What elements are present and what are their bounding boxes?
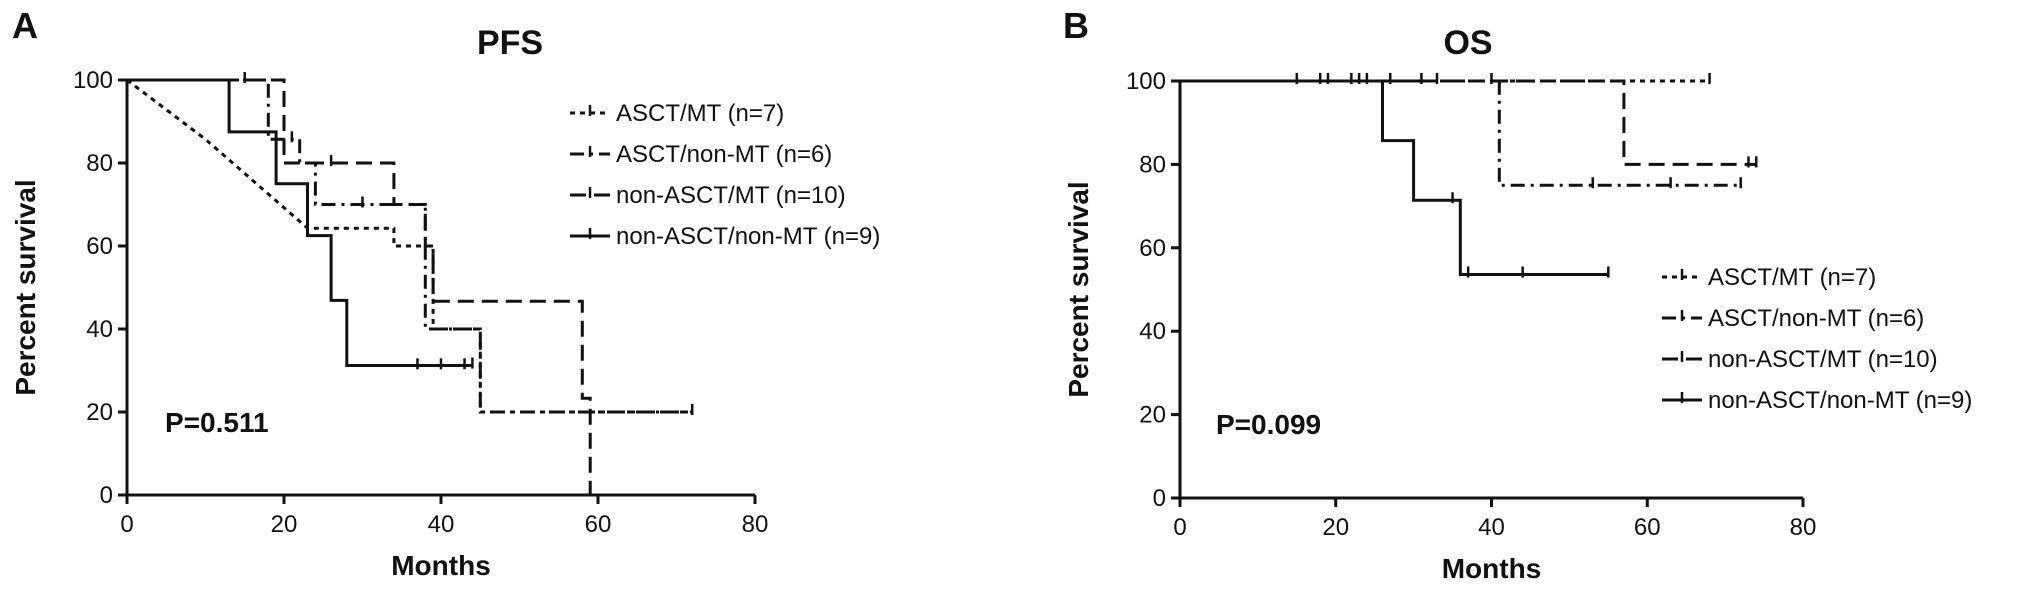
panel-a-x-tick-label: 0 <box>120 511 133 538</box>
panel-a-y-tick-label: 20 <box>86 399 113 426</box>
panel-b-y-tick-label: 60 <box>1139 235 1166 262</box>
panel-b-x-tick-label: 20 <box>1322 514 1349 541</box>
panel-b-legend-label: ASCT/non-MT (n=6) <box>1708 305 1924 332</box>
panel-a-y-axis-title: Percent survival <box>10 179 41 395</box>
panel-a-legend-label: ASCT/MT (n=7) <box>616 100 784 127</box>
panel-a-legend-label: ASCT/non-MT (n=6) <box>616 141 832 168</box>
panel-b-x-tick-label: 0 <box>1173 514 1186 541</box>
panel-a-series-1-curve <box>126 78 693 414</box>
panel-b-x-tick-label: 80 <box>1790 514 1817 541</box>
panel-b-series-3-curve <box>1180 79 1757 166</box>
panel-a-series-4-curve <box>127 78 473 367</box>
panel-b-x-axis-title: Months <box>1442 553 1542 584</box>
panel-a-legend-label: non-ASCT/MT (n=10) <box>616 182 846 209</box>
panel-b-os: B OS 0 20 40 60 80 100 0 20 40 60 80 Months Percent su… <box>1063 5 1972 584</box>
panel-a-x-axis-title: Months <box>391 550 491 581</box>
panel-a-series-3-curve <box>127 78 592 495</box>
panel-b-y-tick-label: 0 <box>1153 485 1166 512</box>
panel-b-legend-label: non-ASCT/MT (n=10) <box>1708 346 1938 373</box>
panel-a-series-2-curve <box>127 78 693 414</box>
panel-a-p-value: P=0.511 <box>165 407 269 438</box>
panel-b-p-value: P=0.099 <box>1216 409 1321 440</box>
panel-a-y-tick-label: 60 <box>86 233 113 260</box>
panel-b-y-tick-label: 40 <box>1139 318 1166 345</box>
panel-a-x-tick-label: 60 <box>585 511 612 538</box>
panel-a-x-tick-label: 40 <box>428 511 455 538</box>
panel-b-x-tick-label: 40 <box>1478 514 1505 541</box>
panel-b-series-2-curve <box>1180 79 1741 187</box>
panel-b-y-tick-label: 100 <box>1126 68 1166 95</box>
panel-a-x-tick-label: 80 <box>742 511 769 538</box>
panel-a-y-tick-label: 80 <box>86 150 113 177</box>
panel-b-y-tick-label: 80 <box>1139 151 1166 178</box>
panel-b-series-4-curve <box>1180 79 1609 276</box>
panel-b-y-tick-label: 20 <box>1139 402 1166 429</box>
panel-a-y-tick-label: 40 <box>86 316 113 343</box>
panel-b-legend-label: non-ASCT/non-MT (n=9) <box>1708 387 1972 414</box>
panel-b-x-tick-label: 60 <box>1634 514 1661 541</box>
panel-b-y-axis-title: Percent survival <box>1063 181 1094 397</box>
panel-a-letter: A <box>12 5 38 46</box>
panel-a-x-tick-label: 20 <box>271 511 298 538</box>
panel-b-legend-label: ASCT/MT (n=7) <box>1708 264 1876 291</box>
panel-b-title: OS <box>1443 24 1492 62</box>
panel-b-letter: B <box>1063 5 1089 46</box>
panel-a-y-tick-label: 0 <box>100 482 113 509</box>
panel-a-y-tick-label: 100 <box>73 67 113 94</box>
panel-a-pfs: A PFS 0 20 40 60 80 100 0 20 40 60 80 Months Percent s… <box>10 5 880 581</box>
panel-a-title: PFS <box>477 24 543 62</box>
panel-a-legend-label: non-ASCT/non-MT (n=9) <box>616 223 880 250</box>
